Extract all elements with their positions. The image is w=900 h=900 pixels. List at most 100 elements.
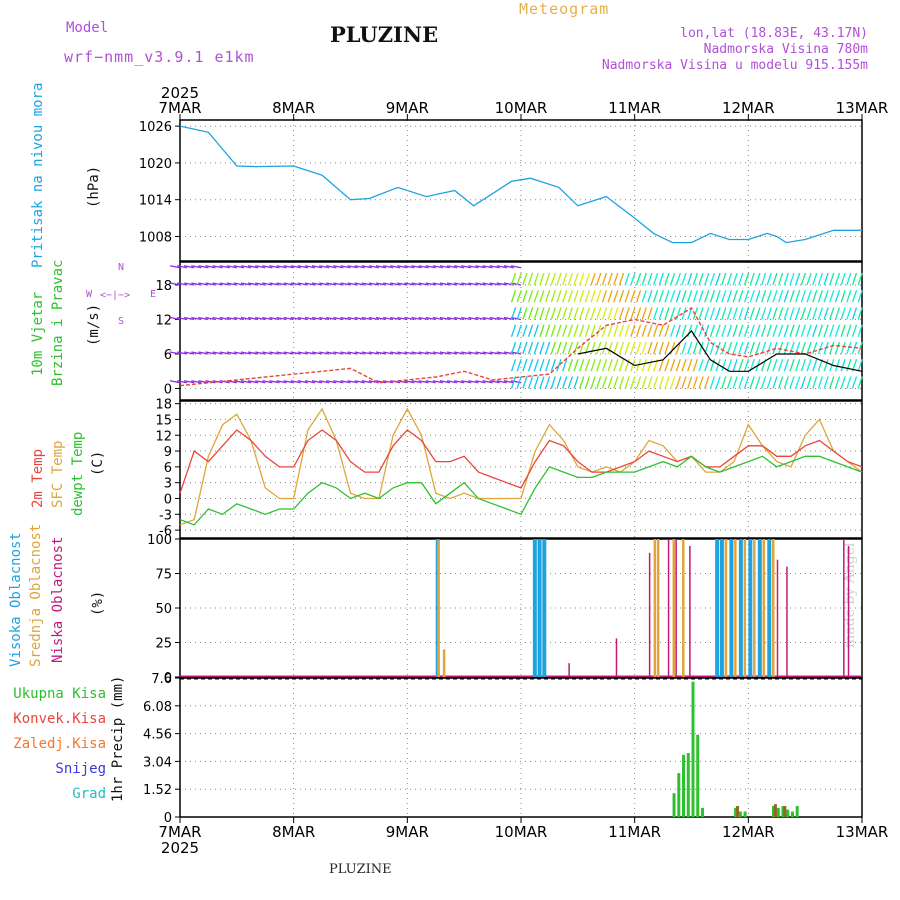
y-tick-label: 3.04 [143,755,172,770]
wind-arrow [789,341,795,355]
wind-arrow [248,265,259,269]
wind-arrow [641,272,647,286]
wind-arrow [176,316,188,321]
wind-arrow [240,282,252,286]
wind-arrow [687,307,693,320]
wind-arrow [692,307,699,320]
wind-arrow [851,324,858,337]
wind-arrow [347,380,358,384]
precip-bar [686,752,690,817]
wind-arrow [704,359,710,372]
wind-arrow [800,341,806,355]
wind-arrow [550,341,556,355]
wind-arrow [397,265,408,269]
wind-arrow [567,272,573,286]
wind-arrow [176,351,188,355]
wind-arrow [601,376,608,389]
wind-arrow [596,272,602,286]
wind-arrow [454,380,465,384]
wind-arrow [607,324,613,337]
wind-arrow [812,272,818,286]
y-tick-label: 0 [164,383,172,398]
wind-arrow [766,290,772,303]
wind-arrow [340,282,351,286]
wind-arrow [772,341,778,355]
wind-arrow [658,272,664,286]
wind-arrow [635,290,642,303]
wind-arrow [613,324,619,337]
wind-arrow [539,324,545,337]
wind-arrow [783,307,789,320]
wind-arrow [584,290,591,303]
wind-arrow [489,380,500,384]
wind-arrow [829,341,835,355]
wind-arrow [840,341,846,355]
y-tick-label: 6 [164,348,172,363]
wind-arrow [715,272,721,286]
wind-arrow [169,380,181,384]
wind-arrow [721,359,727,372]
wind-arrow [333,380,344,384]
wind-arrow [778,341,784,355]
precip-bar [772,806,776,817]
y-tick-label: 100 [147,533,172,548]
wind-arrow [425,380,436,384]
wind-arrow [647,272,653,286]
wind-arrow [290,316,301,321]
wind-arrow [806,290,812,303]
wind-arrow [340,380,351,384]
wind-arrow [191,380,202,384]
wind-arrow [630,272,636,286]
wind-arrow [658,359,664,372]
wind-arrow [539,376,545,389]
wind-arrow [297,265,309,269]
wind-arrow [219,282,230,286]
wind-arrow [311,282,323,286]
wind-arrow [698,359,704,372]
wind-arrow [846,341,852,355]
wind-arrow [468,380,479,384]
wind-arrow [446,316,458,321]
cloud-bar-mid [724,539,728,677]
wind-arrow [613,341,619,355]
wind-arrow [527,290,534,303]
wind-arrow [692,376,699,389]
wind-arrow [596,359,602,372]
wind-arrow [297,380,309,384]
wind-arrow [738,272,744,286]
x-tick-label-top: 9MAR [386,99,429,117]
wind-arrow [533,290,539,303]
wind-arrow [446,282,458,286]
wind-arrow [607,290,613,303]
wind-arrow [635,307,642,320]
wind-arrow [397,316,408,321]
wind-arrow [789,359,795,372]
cloud-bar-mid [772,539,775,677]
wind-arrow [556,272,562,286]
wind-arrow [319,316,330,321]
wind-arrow [732,341,738,355]
wind-arrow [698,324,704,337]
wind-arrow [795,272,801,286]
wind-arrow [248,380,259,384]
wind-arrow [624,307,630,320]
wind-arrow [647,359,653,372]
x-tick-label-bottom: 8MAR [272,823,315,841]
wind-arrow [755,272,761,286]
wind-arrow [340,265,351,269]
wind-arrow [489,316,500,321]
wind-arrow [573,376,579,389]
x-tick-label-top: 13MAR [836,99,889,117]
x-tick-label-bottom: 10MAR [495,823,548,841]
wind-arrow [516,341,522,355]
wind-arrow [283,316,294,321]
wind-arrow [732,272,738,286]
wind-arrow [468,316,479,321]
wind-arrow [652,376,659,389]
wind-arrow [829,307,835,320]
wind-arrow [641,307,647,320]
wind-arrow [834,290,841,303]
compass-e: E [150,289,157,300]
wind-arrow [806,324,812,337]
wind-arrow [404,351,415,355]
